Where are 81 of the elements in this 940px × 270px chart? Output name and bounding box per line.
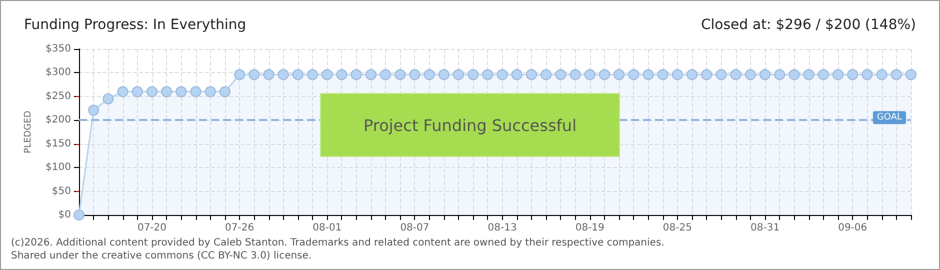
point [876, 69, 888, 80]
y-tick-label: $100 [46, 162, 71, 174]
point [88, 104, 100, 116]
point [102, 93, 114, 104]
x-tick-label: 09-06 [838, 222, 868, 234]
chart-title: Funding Progress: In Everything [24, 17, 246, 33]
point [336, 69, 348, 80]
point [540, 69, 552, 80]
y-axis-title: PLEDGED [24, 110, 34, 154]
point [803, 69, 814, 80]
y-tick-label: $0 [58, 210, 71, 220]
x-tick-label: 08-01 [312, 222, 342, 234]
point [730, 69, 742, 80]
y-tick-label: $150 [46, 138, 71, 150]
point [424, 69, 435, 80]
point [263, 69, 274, 80]
ref-line-label: GOAL [876, 112, 902, 123]
point [468, 69, 479, 80]
point [744, 69, 756, 80]
point [701, 69, 712, 80]
y-tick-label: $300 [46, 67, 71, 78]
point [409, 69, 420, 80]
point [234, 69, 246, 80]
point [598, 69, 610, 80]
point [628, 69, 640, 80]
point [248, 69, 260, 80]
point [146, 86, 158, 98]
point [906, 69, 916, 80]
x-tick-label: 07-26 [225, 222, 254, 234]
point [350, 69, 362, 80]
point [890, 69, 902, 80]
point [292, 69, 304, 80]
point [511, 69, 522, 80]
point [526, 69, 537, 80]
point [176, 86, 187, 98]
point [818, 69, 829, 80]
x-tick-label: 08-13 [488, 222, 517, 234]
y-tick-label: $200 [46, 114, 71, 126]
point [117, 86, 128, 98]
point [394, 69, 406, 80]
point [438, 69, 450, 80]
chart-subtitle: Closed at: $296 / $200 (148%) [701, 17, 916, 33]
x-tick-label: 08-07 [400, 222, 430, 234]
point [686, 69, 698, 80]
point [570, 69, 581, 80]
point [482, 69, 494, 80]
point [847, 69, 858, 80]
point [380, 69, 392, 80]
point [672, 69, 683, 80]
point [278, 69, 289, 80]
point [788, 69, 800, 80]
y-tick-label: $250 [46, 90, 71, 102]
y-tick-label: $350 [46, 44, 71, 54]
point [307, 69, 318, 80]
point [132, 86, 143, 98]
point [219, 86, 230, 98]
point [584, 69, 596, 80]
point [496, 69, 508, 80]
point [642, 69, 654, 80]
y-tick-label: $50 [52, 186, 71, 197]
point [161, 86, 172, 98]
point [760, 69, 771, 80]
point [322, 69, 333, 80]
text: Shared under the creative commons (CC BY-NC 3.0) license. [11, 250, 312, 262]
point [204, 86, 216, 98]
point [657, 69, 668, 80]
point [862, 69, 873, 80]
point [774, 69, 786, 80]
point [614, 69, 625, 80]
point [555, 69, 566, 80]
text: (c)2026. Additional content provided by Caleb Stanton. Trademarks and related content are owned by their respective companies. [11, 238, 664, 248]
point [453, 69, 464, 80]
x-tick-label: 08-31 [750, 222, 780, 234]
x-tick-label: 07-20 [137, 222, 167, 234]
point [190, 86, 202, 98]
x-tick-label: 08-25 [662, 222, 692, 234]
point [832, 69, 844, 80]
x-tick-label: 08-19 [575, 222, 604, 234]
point [365, 69, 376, 80]
point [716, 69, 727, 80]
point [74, 210, 84, 220]
